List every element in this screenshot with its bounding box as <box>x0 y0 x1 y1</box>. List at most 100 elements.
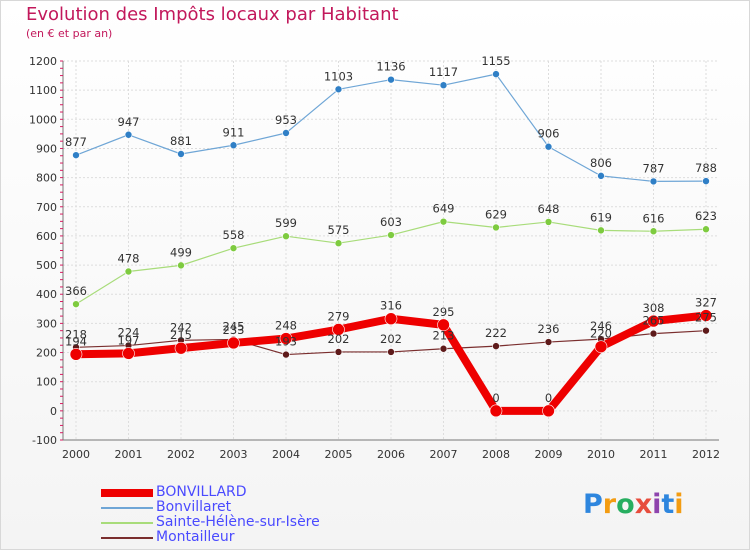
data-point <box>387 75 395 84</box>
data-point <box>177 150 185 158</box>
x-tick-label: 2012 <box>692 448 720 461</box>
data-label: 308 <box>643 301 665 315</box>
data-label: 233 <box>223 323 245 337</box>
data-point <box>492 70 500 78</box>
data-label: 558 <box>223 228 245 242</box>
y-tick-label: 400 <box>36 288 57 301</box>
y-tick-label: 800 <box>36 172 57 185</box>
legend-label: Sainte-Hélène-sur-Isère <box>156 514 320 530</box>
x-tick-label: 2009 <box>535 448 563 461</box>
y-tick-label: -100 <box>32 434 57 447</box>
x-tick-label: 2000 <box>62 448 90 461</box>
legend-swatch <box>101 521 153 524</box>
data-point <box>334 348 343 356</box>
data-label: 787 <box>643 161 665 175</box>
data-point <box>594 340 608 354</box>
data-point <box>229 244 238 252</box>
data-label: 947 <box>118 115 140 129</box>
data-point <box>544 142 553 151</box>
data-label: 215 <box>170 328 192 342</box>
data-point <box>387 348 395 356</box>
data-label: 478 <box>118 251 140 265</box>
data-label: 575 <box>328 223 350 237</box>
data-label: 1117 <box>429 65 458 79</box>
data-point <box>334 85 343 94</box>
data-point <box>387 231 395 239</box>
y-tick-label: 0 <box>50 405 57 418</box>
legend-swatch <box>101 506 153 509</box>
y-tick-label: 1200 <box>29 55 57 68</box>
data-point <box>649 227 658 236</box>
data-point <box>384 312 398 326</box>
data-point <box>332 323 345 336</box>
data-point <box>702 225 710 234</box>
logo-letter: x <box>634 489 653 520</box>
data-point <box>229 141 238 150</box>
legend-item: Bonvillaret <box>101 500 320 515</box>
x-tick-label: 2011 <box>640 448 668 461</box>
data-label: 220 <box>590 327 612 341</box>
proxiti-logo: Proxiti <box>583 489 684 520</box>
x-tick-label: 2001 <box>115 448 143 461</box>
data-point <box>702 177 710 185</box>
data-point <box>702 326 710 335</box>
data-point <box>437 318 450 332</box>
data-label: 0 <box>545 391 552 405</box>
data-label: 911 <box>223 125 245 139</box>
data-label: 236 <box>538 322 560 336</box>
data-label: 788 <box>695 161 717 175</box>
x-tick-label: 2010 <box>587 448 615 461</box>
y-tick-label: 600 <box>36 230 57 243</box>
data-point <box>647 314 660 328</box>
data-point <box>492 342 500 350</box>
y-tick-label: 500 <box>36 259 57 272</box>
data-point <box>282 232 290 241</box>
data-label: 224 <box>118 326 140 340</box>
data-label: 877 <box>65 135 87 149</box>
x-tick-label: 2004 <box>272 448 300 461</box>
data-point <box>544 218 553 226</box>
data-point <box>597 226 605 235</box>
logo-letter: i <box>652 489 662 520</box>
chart-title: Evolution des Impôts locaux par Habitant <box>26 4 399 25</box>
chart-subtitle: (en € et par an) <box>26 27 113 40</box>
data-label: 202 <box>328 332 350 346</box>
data-label: 603 <box>380 215 402 229</box>
data-label: 197 <box>118 333 140 347</box>
legend-item: BONVILLARD <box>101 485 320 500</box>
data-label: 623 <box>695 209 717 223</box>
data-point <box>334 239 343 248</box>
data-label: 295 <box>433 305 455 319</box>
logo-letter: t <box>661 489 675 520</box>
y-tick-label: 1000 <box>29 113 57 126</box>
data-point <box>122 347 135 360</box>
data-label: 275 <box>695 311 717 325</box>
legend-item: Sainte-Hélène-sur-Isère <box>101 515 320 530</box>
data-label: 327 <box>695 296 717 310</box>
logo-letter: o <box>616 489 635 520</box>
data-point <box>174 341 188 355</box>
data-point <box>649 177 658 186</box>
data-label: 213 <box>433 329 455 343</box>
data-label: 279 <box>328 310 350 324</box>
legend-label: BONVILLARD <box>156 484 247 500</box>
data-label: 616 <box>643 211 665 225</box>
data-point <box>72 300 80 308</box>
data-label: 1155 <box>481 54 510 68</box>
data-label: 218 <box>65 327 87 341</box>
data-point <box>597 172 605 180</box>
data-point <box>177 261 185 270</box>
data-label: 648 <box>538 202 560 216</box>
data-label: 242 <box>170 320 192 334</box>
y-tick-label: 200 <box>36 347 57 360</box>
data-point <box>227 336 240 350</box>
data-label: 248 <box>275 319 297 333</box>
legend-swatch <box>101 488 153 497</box>
data-point <box>124 130 133 139</box>
x-tick-label: 2006 <box>377 448 405 461</box>
data-point <box>542 404 555 418</box>
data-label: 499 <box>170 245 192 259</box>
data-label: 629 <box>485 207 507 221</box>
